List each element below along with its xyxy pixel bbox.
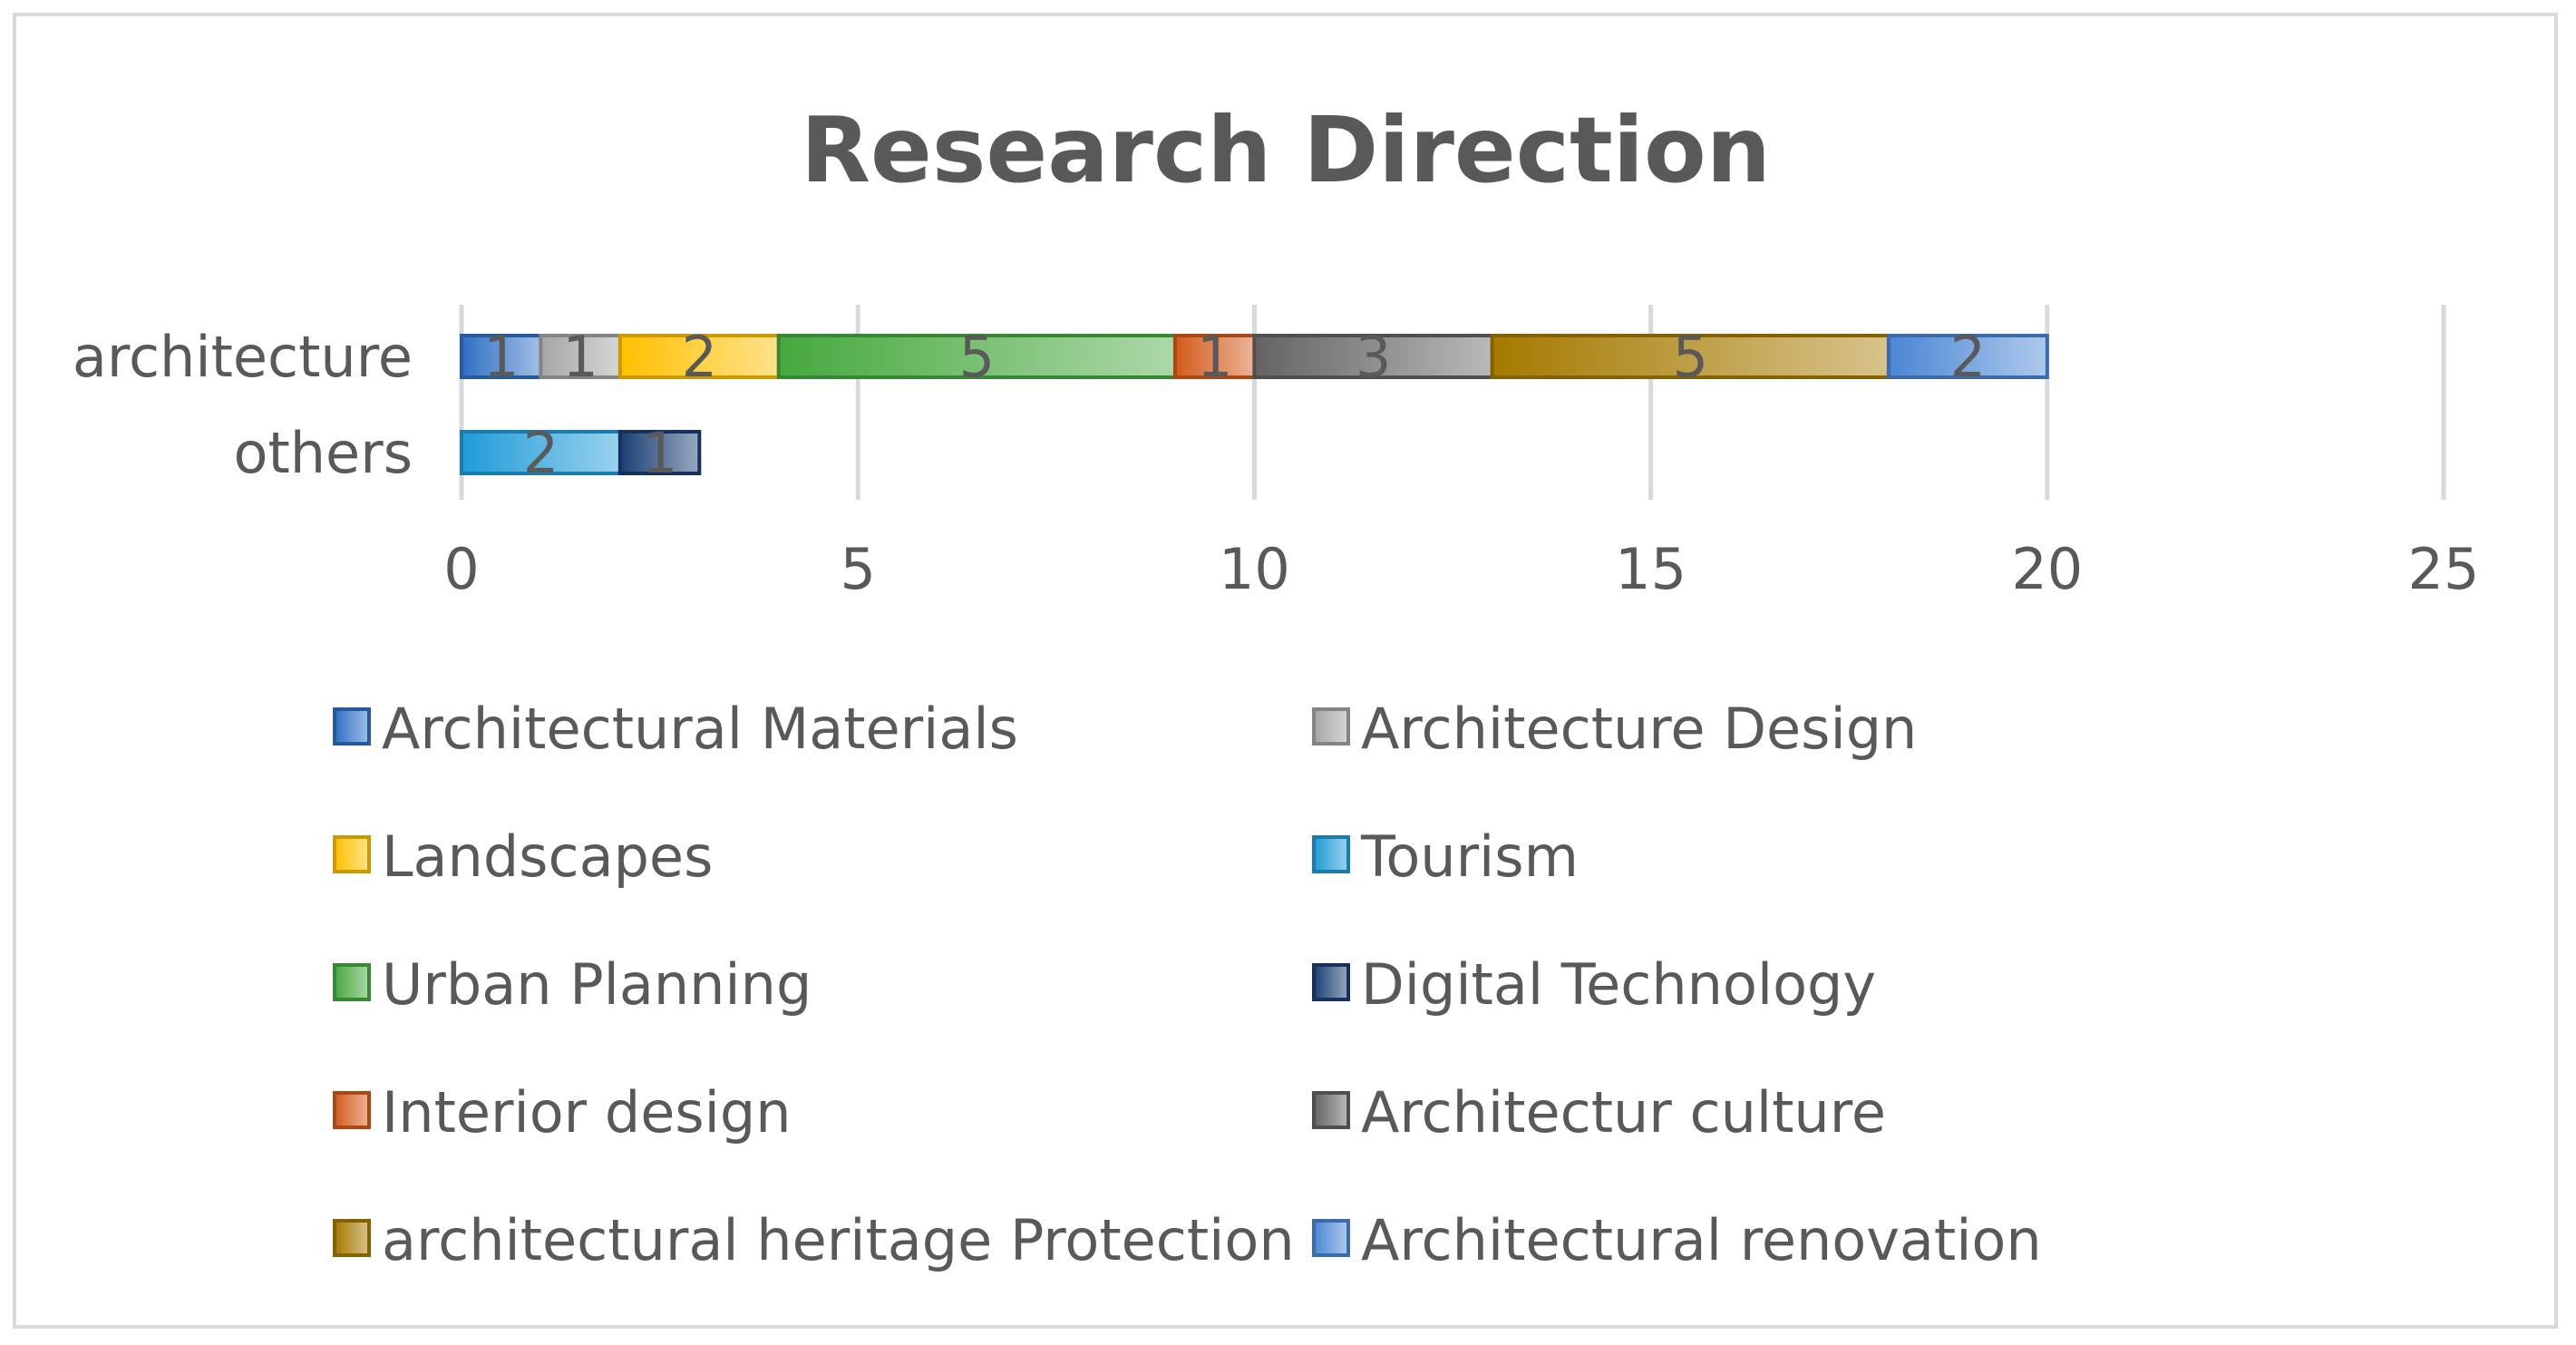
bars: [460, 334, 2049, 475]
data-label-architecture-architectural-materials: 1: [483, 324, 519, 390]
legend-swatch-landscapes: [333, 835, 371, 873]
legend-label-interior-design: Interior design: [382, 1079, 792, 1145]
x-axis-ticks: 0 5 10 15 20 25: [443, 536, 2479, 602]
category-label-architecture: architecture: [73, 324, 413, 390]
legend-label-digital-technology: Digital Technology: [1361, 951, 1876, 1018]
data-label-architecture-architecture-design: 1: [562, 324, 598, 390]
bar-others-tourism: [460, 430, 622, 475]
data-label-architecture-architectural-renovation: 2: [1950, 324, 1986, 390]
x-tick-label-15: 15: [1615, 536, 1687, 602]
bar-architecture-architectur-culture: [1252, 334, 1494, 379]
legend-label-architectur-culture: Architectur culture: [1361, 1079, 1886, 1145]
legend: Architectural Materials Architecture Desi…: [333, 696, 2042, 1273]
bar-architecture-architectural-renovation: [1886, 334, 2049, 379]
legend-swatch-digital-technology: [1312, 963, 1350, 1001]
legend-label-architectural-renovation: Architectural renovation: [1361, 1207, 2042, 1273]
bar-architecture-interior-design: [1172, 334, 1257, 379]
data-label-architecture-interior-design: 1: [1197, 324, 1232, 390]
legend-swatch-architectural-heritage-protection: [333, 1219, 371, 1257]
legend-label-landscapes: Landscapes: [382, 824, 713, 890]
legend-label-tourism: Tourism: [1360, 824, 1579, 890]
data-label-others-tourism: 2: [523, 420, 559, 486]
legend-swatch-architectural-materials: [333, 707, 371, 746]
data-label-architecture-architectur-culture: 3: [1356, 324, 1391, 390]
data-label-others-digital-technology: 1: [642, 420, 677, 486]
data-labels: 1 1 2 5 1 3 5 22 1: [483, 324, 1986, 486]
legend-label-architectural-heritage-protection: architectural heritage Protection: [382, 1207, 1295, 1273]
x-tick-label-5: 5: [840, 536, 875, 602]
chart-svg: Research Direction 1 1 2 5 1 3 5 22 1 architectu…: [73, 97, 2480, 1273]
chart-title: Research Direction: [801, 97, 1771, 203]
legend-swatch-architectural-renovation: [1312, 1219, 1350, 1257]
category-label-others: others: [234, 420, 413, 486]
x-tick-label-0: 0: [443, 536, 479, 602]
legend-label-architecture-design: Architecture Design: [1361, 696, 1917, 762]
x-tick-label-10: 10: [1219, 536, 1290, 602]
legend-swatch-architecture-design: [1312, 707, 1350, 746]
data-label-architecture-architectural-heritage-protection: 5: [1673, 324, 1708, 390]
data-label-architecture-landscapes: 2: [682, 324, 717, 390]
data-label-architecture-urban-planning: 5: [959, 324, 995, 390]
bar-architecture-architectural-materials: [460, 334, 543, 379]
legend-label-urban-planning: Urban Planning: [382, 951, 812, 1018]
legend-swatch-architectur-culture: [1312, 1091, 1350, 1129]
bar-others-digital-technology: [617, 430, 702, 475]
legend-swatch-tourism: [1312, 835, 1350, 873]
x-tick-label-25: 25: [2408, 536, 2480, 602]
bar-architecture-urban-planning: [776, 334, 1177, 379]
x-tick-label-20: 20: [2011, 536, 2083, 602]
legend-swatch-interior-design: [333, 1091, 371, 1129]
legend-label-architectural-materials: Architectural Materials: [382, 696, 1018, 762]
category-labels: architecture others: [73, 324, 413, 486]
legend-swatch-urban-planning: [333, 963, 371, 1001]
